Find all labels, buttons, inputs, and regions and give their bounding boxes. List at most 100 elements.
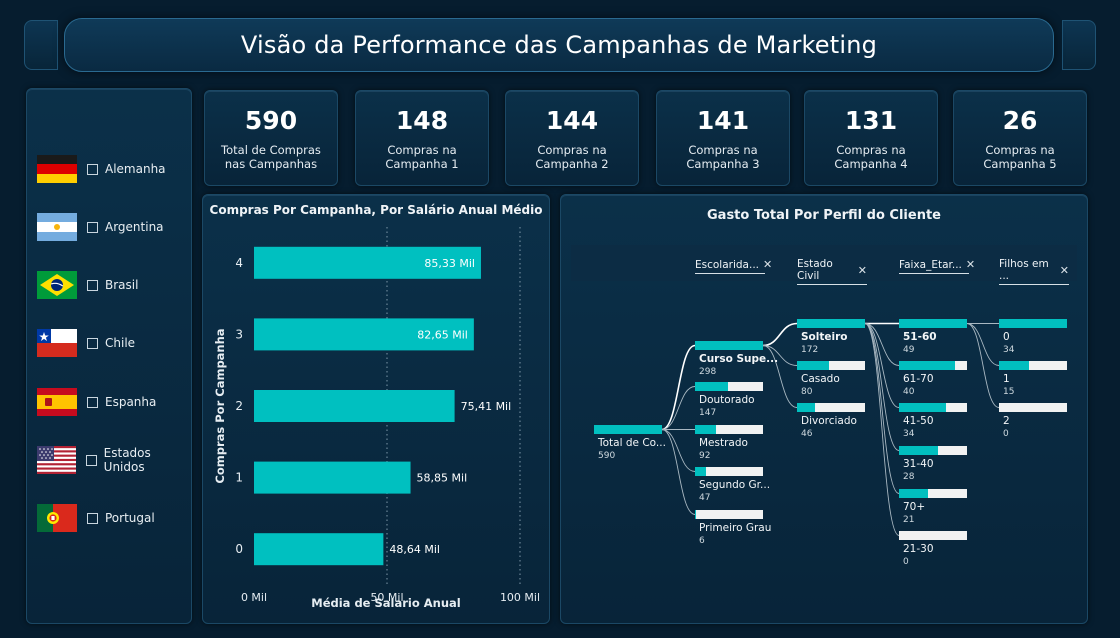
level-filhos-header[interactable]: Filhos em ... ✕ <box>999 258 1069 285</box>
bar-fill <box>797 403 816 412</box>
x-tick-label: 50 Mil <box>370 591 403 604</box>
filhos-node-bar[interactable] <box>999 361 1067 370</box>
filhos-node-value: 0 <box>1003 429 1009 439</box>
checkbox[interactable] <box>87 221 98 233</box>
checkbox[interactable] <box>87 279 98 291</box>
bar-fill <box>899 446 938 455</box>
filhos-node-bar[interactable] <box>999 319 1067 328</box>
estado-civil-node-label[interactable]: Solteiro <box>801 331 848 343</box>
checkbox[interactable] <box>87 337 98 349</box>
level-label: Faixa_Etar... <box>899 258 962 271</box>
close-icon[interactable]: ✕ <box>965 258 976 271</box>
country-option-espanha[interactable]: Espanha <box>37 386 193 418</box>
data-label: 48,64 Mil <box>389 543 440 556</box>
escolaridade-node-value: 92 <box>699 451 711 461</box>
country-option-portugal[interactable]: Portugal <box>37 502 193 534</box>
escolaridade-node-label[interactable]: Curso Supe... <box>699 353 779 365</box>
level-label: Estado Civil <box>797 258 833 282</box>
faixa-etaria-node-label[interactable]: 31-40 <box>903 458 934 470</box>
portugal-flag-icon <box>37 504 77 532</box>
bar-fill <box>695 467 706 476</box>
country-option-estados-unidos[interactable]: Estados Unidos <box>37 444 193 476</box>
bar-fill <box>695 341 763 350</box>
tree-link <box>864 323 900 451</box>
faixa-etaria-node-bar[interactable] <box>899 319 967 328</box>
filhos-node-label[interactable]: 2 <box>1003 415 1010 427</box>
faixa-etaria-node-bar[interactable] <box>899 446 967 455</box>
estado-civil-node-bar[interactable] <box>797 361 865 370</box>
kpi-campanha-4: 131 Compras na Campanha 4 <box>804 90 938 186</box>
country-option-alemanha[interactable]: Alemanha <box>37 153 193 185</box>
checkbox[interactable] <box>87 512 98 524</box>
filhos-node-label[interactable]: 1 <box>1003 373 1010 385</box>
close-icon[interactable]: ✕ <box>1059 263 1069 277</box>
checkbox[interactable] <box>87 396 98 408</box>
escolaridade-node-bar[interactable] <box>695 382 763 391</box>
decomposition-tree-panel: Gasto Total Por Perfil do Cliente Escola… <box>560 194 1088 624</box>
faixa-etaria-node-bar[interactable] <box>899 361 967 370</box>
filhos-node-value: 15 <box>1003 387 1015 397</box>
title-decoration-left <box>24 20 58 70</box>
close-icon[interactable]: ✕ <box>857 263 867 277</box>
escolaridade-node-label[interactable]: Mestrado <box>699 437 748 449</box>
brazil-flag-icon <box>37 271 77 299</box>
escolaridade-node-label[interactable]: Primeiro Grau <box>699 522 772 534</box>
faixa-etaria-node-bar[interactable] <box>899 489 967 498</box>
bar-fill <box>797 361 829 370</box>
escolaridade-node-bar[interactable] <box>695 341 763 350</box>
country-option-chile[interactable]: Chile <box>37 327 193 359</box>
data-label: 85,33 Mil <box>424 257 475 270</box>
tree-link <box>762 345 798 408</box>
tree-connectors <box>661 322 1000 536</box>
kpi-campanha-1: 148 Compras na Campanha 1 <box>355 90 489 186</box>
root-node-label[interactable]: Total de Co... <box>598 437 666 449</box>
kpi-value: 144 <box>545 105 599 135</box>
level-label: Escolarida... <box>695 258 759 271</box>
estado-civil-node-bar[interactable] <box>797 319 865 328</box>
level-escolaridade-header[interactable]: Escolarida... ✕ <box>695 258 772 274</box>
tree-title: Gasto Total Por Perfil do Cliente <box>707 208 941 223</box>
kpi-label: Compras na Campanha 2 <box>535 142 609 171</box>
escolaridade-node-bar[interactable] <box>695 425 763 434</box>
faixa-etaria-node-label[interactable]: 41-50 <box>903 415 934 427</box>
bar-chart: 0 Mil 50 Mil 100 Mil 4 85,33 Mil 3 82,65 Mil 2 7… <box>213 227 540 610</box>
country-option-brasil[interactable]: Brasil <box>37 269 193 301</box>
tree-link <box>762 322 798 347</box>
faixa-etaria-node-value: 0 <box>903 557 909 567</box>
argentina-flag-icon <box>37 213 77 241</box>
country-label: Chile <box>105 336 136 350</box>
checkbox[interactable] <box>85 454 97 466</box>
estado-civil-node-label[interactable]: Casado <box>801 373 840 385</box>
checkbox[interactable] <box>87 163 98 175</box>
filhos-node-bar[interactable] <box>999 403 1067 412</box>
faixa-etaria-node-bar[interactable] <box>899 403 967 412</box>
escolaridade-node-bar[interactable] <box>695 467 763 476</box>
y-tick-label: 1 <box>235 471 243 485</box>
level-faixa-etaria-header[interactable]: Faixa_Etar... ✕ <box>899 258 975 274</box>
tree-link <box>864 323 900 494</box>
kpi-value: 148 <box>395 105 449 135</box>
escolaridade-node-bar[interactable] <box>695 510 763 519</box>
x-tick-label: 100 Mil <box>500 591 540 604</box>
country-option-argentina[interactable]: Argentina <box>37 211 193 243</box>
y-tick-label: 3 <box>235 327 243 341</box>
faixa-etaria-node-label[interactable]: 21-30 <box>903 543 934 555</box>
level-estado-civil-header[interactable]: Estado Civil ✕ <box>797 258 867 285</box>
faixa-etaria-node-bar[interactable] <box>899 531 967 540</box>
faixa-etaria-node-label[interactable]: 61-70 <box>903 373 934 385</box>
filhos-node-label[interactable]: 0 <box>1003 331 1010 343</box>
estado-civil-node-label[interactable]: Divorciado <box>801 415 857 427</box>
escolaridade-node-label[interactable]: Segundo Gr... <box>699 479 771 491</box>
escolaridade-node-value: 298 <box>699 367 717 377</box>
estado-civil-node-bar[interactable] <box>797 403 865 412</box>
close-icon[interactable]: ✕ <box>763 258 773 271</box>
x-tick-label: 0 Mil <box>241 591 267 604</box>
root-node-bar[interactable] <box>594 425 662 434</box>
faixa-etaria-node-label[interactable]: 51-60 <box>903 331 937 343</box>
data-label: 75,41 Mil <box>461 400 512 413</box>
germany-flag-icon <box>37 155 77 183</box>
chile-flag-icon <box>37 329 77 357</box>
escolaridade-node-label[interactable]: Doutorado <box>699 394 755 406</box>
faixa-etaria-node-label[interactable]: 70+ <box>903 501 926 513</box>
kpi-value: 141 <box>696 105 750 135</box>
